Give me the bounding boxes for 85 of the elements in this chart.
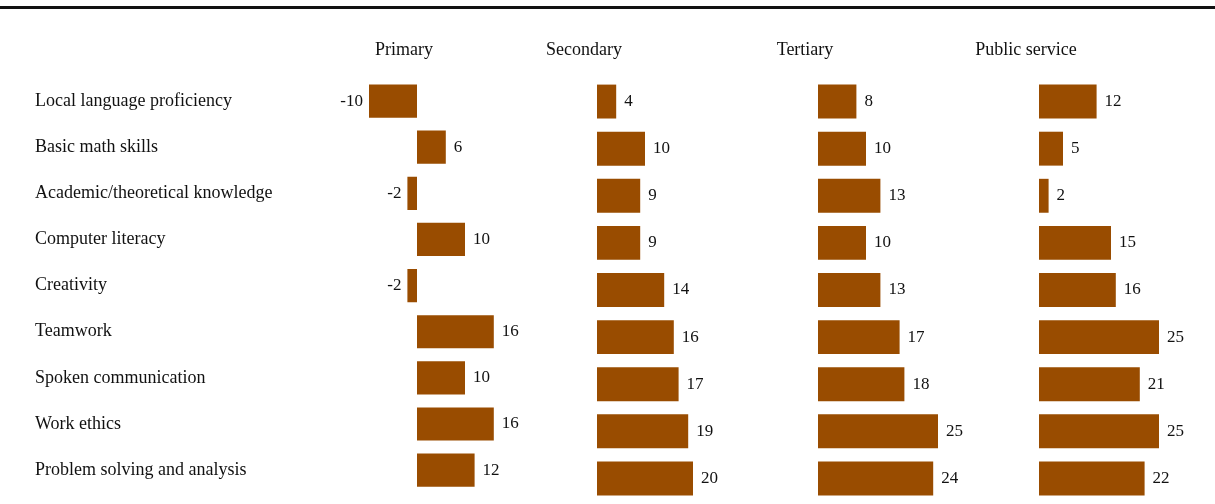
data-label: 21 (1147, 373, 1165, 393)
chart-title: Tertiary (776, 38, 834, 59)
bar (1039, 131, 1063, 166)
bar (1039, 178, 1049, 213)
bar (818, 178, 881, 213)
bar (597, 131, 645, 166)
data-label: 17 (686, 373, 705, 393)
bar (818, 225, 866, 260)
bar (597, 84, 617, 119)
data-label: 14 (672, 279, 690, 299)
bar (818, 414, 938, 449)
data-label: -10 (340, 90, 363, 110)
y-tick-label: Work ethics (35, 412, 122, 433)
bar (597, 273, 665, 307)
data-label: 25 (1167, 420, 1184, 440)
bar (417, 130, 446, 164)
bar (407, 268, 417, 303)
bar (597, 178, 641, 213)
bar (597, 320, 674, 355)
bar (417, 315, 494, 349)
bar (597, 414, 689, 449)
y-tick-label: Local language proficiency (35, 89, 232, 110)
y-tick-label: Academic/theoretical knowledge (35, 182, 273, 203)
chart-title: Public service (975, 38, 1077, 59)
bar (1039, 461, 1145, 496)
bar (417, 453, 475, 487)
bar (1039, 225, 1111, 260)
bar (369, 84, 417, 118)
data-label: 10 (473, 228, 490, 248)
bar (407, 176, 417, 210)
data-label: 4 (624, 91, 634, 111)
data-label: 15 (1119, 232, 1136, 252)
y-tick-label: Creativity (35, 274, 107, 295)
data-label: 25 (946, 420, 963, 440)
data-label: -2 (387, 182, 402, 202)
chart-title: Secondary (546, 38, 622, 59)
data-label: 10 (653, 138, 670, 158)
y-tick-label: Problem solving and analysis (35, 458, 247, 479)
data-label: 13 (888, 279, 906, 299)
data-label: 16 (681, 326, 699, 346)
bar (818, 461, 934, 496)
bar (597, 367, 679, 402)
chart-title: Primary (375, 38, 433, 59)
data-label: 16 (1123, 279, 1141, 299)
y-tick-label: Teamwork (35, 320, 112, 341)
bar (1039, 273, 1116, 307)
bar (417, 361, 465, 395)
data-label: 13 (888, 185, 906, 205)
bar (1039, 320, 1159, 355)
data-label: 25 (1167, 326, 1184, 346)
bar (818, 131, 866, 166)
bar (1039, 84, 1097, 119)
data-label: 17 (907, 326, 926, 346)
bar (597, 461, 693, 496)
data-label: 6 (453, 136, 463, 156)
data-label: 19 (696, 420, 714, 440)
bar (818, 320, 900, 355)
y-tick-label: Basic math skills (35, 135, 158, 156)
data-label: 16 (501, 413, 519, 433)
data-label: 9 (648, 232, 657, 252)
data-label: 22 (1152, 467, 1170, 487)
bar (818, 367, 905, 402)
bar (417, 407, 494, 441)
data-label: 10 (874, 138, 891, 158)
bar (1039, 367, 1140, 402)
y-tick-label: Computer literacy (35, 228, 166, 249)
bar (818, 273, 881, 307)
data-label: 10 (874, 232, 891, 252)
bar (597, 225, 641, 260)
data-label: -2 (387, 275, 402, 295)
data-label: 24 (941, 467, 959, 487)
data-label: 10 (473, 367, 490, 387)
data-label: 8 (864, 91, 873, 111)
y-tick-label: Spoken communication (35, 366, 206, 387)
data-label: 16 (501, 321, 519, 341)
data-label: 12 (482, 459, 500, 479)
data-label: 20 (701, 467, 718, 487)
data-label: 12 (1104, 91, 1122, 111)
data-label: 18 (912, 373, 930, 393)
data-label: 9 (648, 185, 657, 205)
bar (818, 84, 857, 119)
data-label: 5 (1071, 138, 1080, 158)
bar (417, 222, 465, 257)
bar (1039, 414, 1159, 449)
data-label: 2 (1056, 185, 1066, 205)
